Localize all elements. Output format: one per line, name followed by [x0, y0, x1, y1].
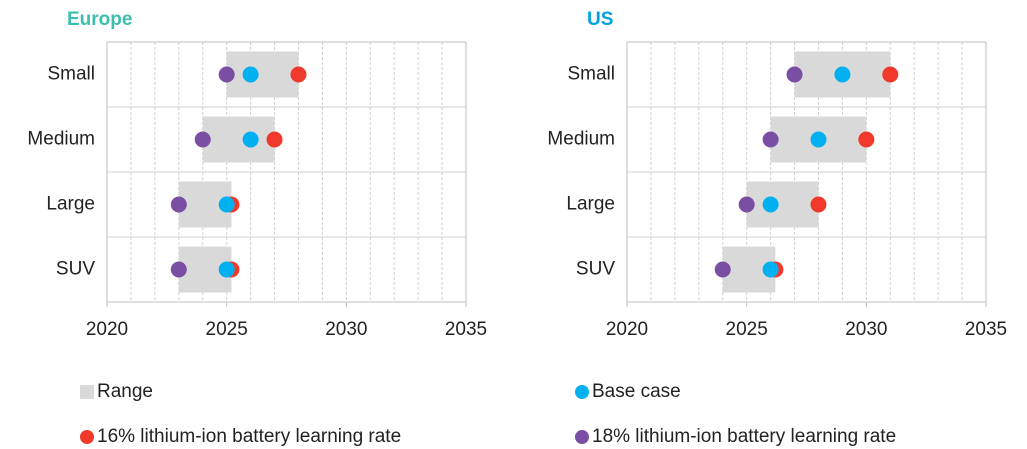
dot	[882, 66, 899, 83]
legend-swatch	[575, 430, 589, 444]
legend-label: Range	[97, 381, 153, 402]
dot	[242, 131, 259, 148]
dot	[834, 66, 851, 83]
dot	[762, 196, 779, 213]
dot	[762, 131, 779, 148]
legend-swatch	[575, 385, 589, 399]
x-tick-label: 2030	[325, 319, 367, 340]
legend-swatch	[80, 430, 94, 444]
category-label: Medium	[27, 129, 95, 150]
range-bar	[746, 181, 819, 228]
legend-label: 16% lithium-ion battery learning rate	[97, 426, 401, 447]
dot	[242, 66, 259, 83]
range-bar	[202, 116, 275, 163]
x-tick-label: 2030	[845, 319, 887, 340]
dot	[266, 131, 283, 148]
x-tick-label: 2025	[726, 319, 768, 340]
x-tick-label: 2020	[86, 319, 128, 340]
category-label: Small	[567, 64, 615, 85]
x-tick-label: 2025	[206, 319, 248, 340]
dot	[858, 131, 875, 148]
dot	[194, 131, 211, 148]
legend-label: 18% lithium-ion battery learning rate	[592, 426, 896, 447]
x-tick-label: 2035	[445, 319, 487, 340]
panel-title: US	[587, 9, 613, 30]
dot	[170, 196, 187, 213]
dot	[218, 196, 235, 213]
dot	[218, 66, 235, 83]
range-bar	[226, 51, 299, 98]
x-tick-label: 2020	[606, 319, 648, 340]
dot	[170, 261, 187, 278]
category-label: Medium	[547, 129, 615, 150]
plot-frame	[106, 41, 467, 303]
legend-label: Base case	[592, 381, 681, 402]
category-label: Large	[566, 194, 615, 215]
dot	[738, 196, 755, 213]
category-label: Small	[47, 64, 95, 85]
category-label: SUV	[576, 259, 615, 280]
x-tick-label: 2035	[965, 319, 1007, 340]
legend-swatch	[80, 385, 94, 399]
category-label: Large	[46, 194, 95, 215]
dot	[762, 261, 779, 278]
dot	[810, 196, 827, 213]
dot	[714, 261, 731, 278]
panel-title: Europe	[67, 9, 132, 30]
category-label: SUV	[56, 259, 95, 280]
dot	[290, 66, 307, 83]
dot	[810, 131, 827, 148]
dot	[786, 66, 803, 83]
plot-frame	[626, 41, 987, 303]
dot	[218, 261, 235, 278]
